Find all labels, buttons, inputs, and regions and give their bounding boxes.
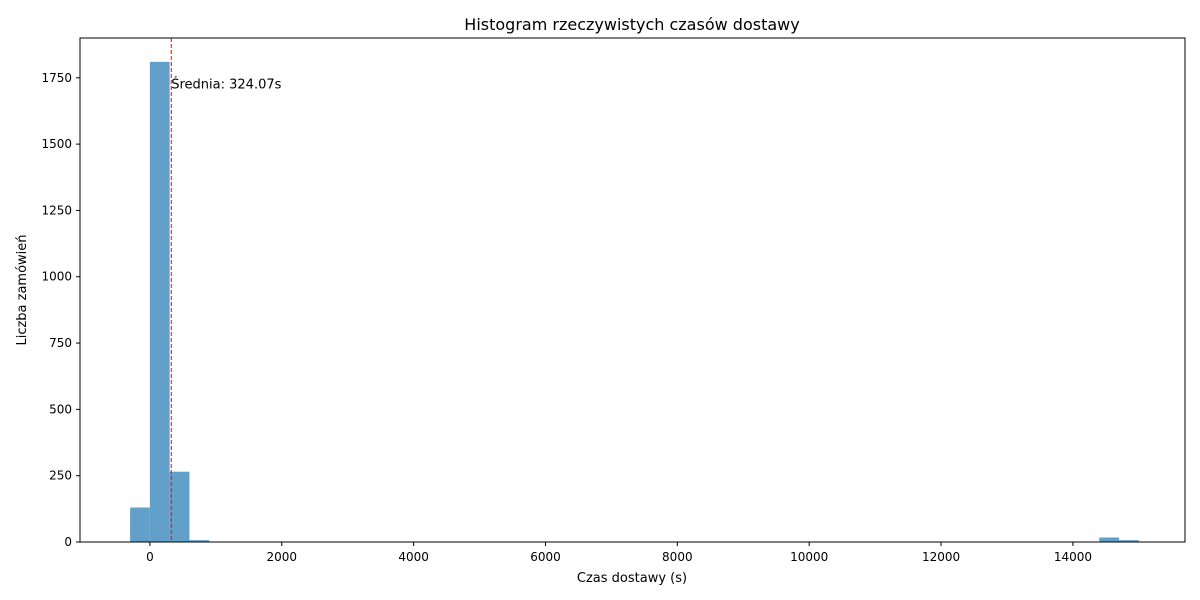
y-tick-label: 1750 bbox=[41, 71, 72, 85]
x-tick-label: 4000 bbox=[398, 550, 429, 564]
y-axis-ticks: 0 250 500 750 1000 1250 1500 1750 bbox=[41, 71, 80, 549]
x-tick-label: 10000 bbox=[790, 550, 828, 564]
x-tick-label: 2000 bbox=[266, 550, 297, 564]
histogram-bar bbox=[169, 471, 190, 542]
y-tick-label: 0 bbox=[64, 535, 72, 549]
histogram-bar bbox=[149, 61, 170, 542]
mean-marker: Średnia: 324.07s bbox=[170, 38, 282, 542]
histogram-bars bbox=[130, 61, 1139, 542]
x-tick-label: 0 bbox=[146, 550, 154, 564]
y-tick-label: 750 bbox=[49, 336, 72, 350]
histogram-bar bbox=[130, 507, 150, 542]
histogram-bar bbox=[189, 540, 210, 542]
y-axis-label: Liczba zamówień bbox=[15, 234, 30, 345]
y-tick-label: 1500 bbox=[41, 137, 72, 151]
x-axis-ticks: 0 2000 4000 6000 8000 10000 12000 14000 bbox=[146, 542, 1092, 564]
x-tick-label: 8000 bbox=[662, 550, 693, 564]
x-tick-label: 6000 bbox=[530, 550, 561, 564]
x-tick-label: 14000 bbox=[1054, 550, 1092, 564]
y-tick-label: 500 bbox=[49, 402, 72, 416]
histogram-bar bbox=[1119, 540, 1139, 542]
x-tick-label: 12000 bbox=[922, 550, 960, 564]
histogram-bar bbox=[1099, 537, 1120, 542]
y-tick-label: 1250 bbox=[41, 203, 72, 217]
y-tick-label: 250 bbox=[49, 469, 72, 483]
chart-title: Histogram rzeczywistych czasów dostawy bbox=[464, 15, 799, 34]
x-axis-label: Czas dostawy (s) bbox=[577, 571, 687, 586]
plot-frame bbox=[79, 37, 1186, 543]
y-tick-label: 1000 bbox=[41, 270, 72, 284]
mean-label: Średnia: 324.07s bbox=[171, 76, 281, 92]
